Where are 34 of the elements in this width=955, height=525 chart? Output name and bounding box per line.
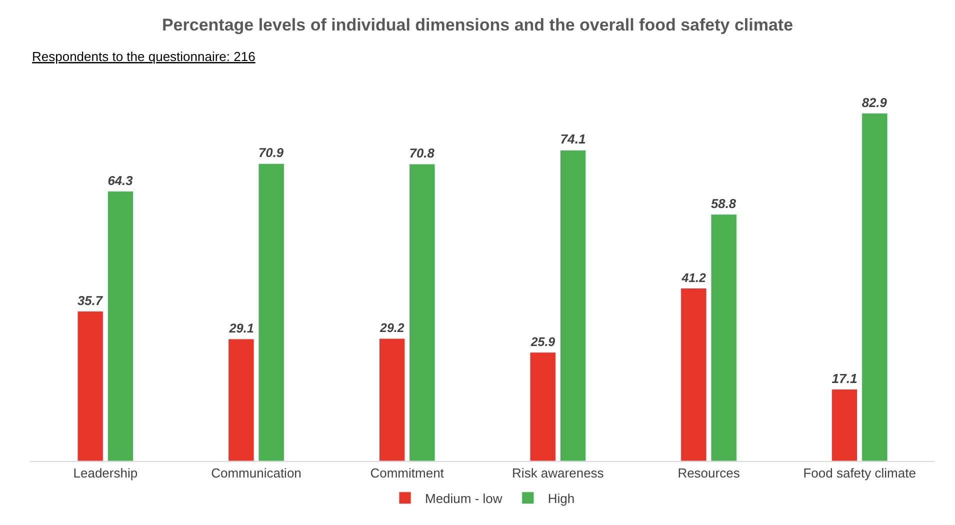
- data-label: 82.9: [862, 94, 888, 110]
- bar: [107, 191, 134, 461]
- data-label: 74.1: [560, 132, 586, 147]
- bar: [228, 338, 254, 461]
- text: Respondents to the questionnaire: 216: [32, 49, 256, 64]
- bar: [409, 164, 436, 461]
- data-label: 35.7: [78, 292, 104, 308]
- x-tick-label: Risk awareness: [512, 466, 604, 481]
- data-label: 25.9: [530, 335, 556, 350]
- data-label: 70.8: [409, 146, 436, 161]
- bar: [530, 352, 556, 461]
- bar: [680, 288, 707, 461]
- data-label: 41.2: [680, 270, 706, 285]
- chart-title: Percentage levels of individual dimensions and the overall food safety climate: [162, 15, 794, 34]
- bar: [862, 113, 888, 461]
- legend-label: Medium - low: [425, 490, 503, 506]
- bar: [831, 389, 858, 461]
- data-label: 29.2: [379, 321, 404, 336]
- bar: [258, 163, 284, 461]
- x-tick-label: Communication: [211, 466, 302, 481]
- data-label: 70.9: [258, 145, 284, 160]
- data-label: 29.1: [228, 320, 254, 336]
- bar: [77, 311, 104, 461]
- data-label: 17.1: [832, 370, 858, 386]
- data-label: 58.8: [711, 196, 737, 211]
- x-tick-label: Resources: [678, 466, 740, 481]
- bar: [710, 214, 737, 461]
- x-tick-label: Food safety climate: [803, 466, 916, 481]
- bar: [560, 150, 586, 461]
- x-tick-label: Commitment: [370, 466, 444, 481]
- bar: [378, 338, 406, 461]
- legend-label: High: [548, 490, 575, 506]
- data-label: 64.3: [108, 172, 134, 188]
- x-tick-label: Leadership: [73, 466, 138, 481]
